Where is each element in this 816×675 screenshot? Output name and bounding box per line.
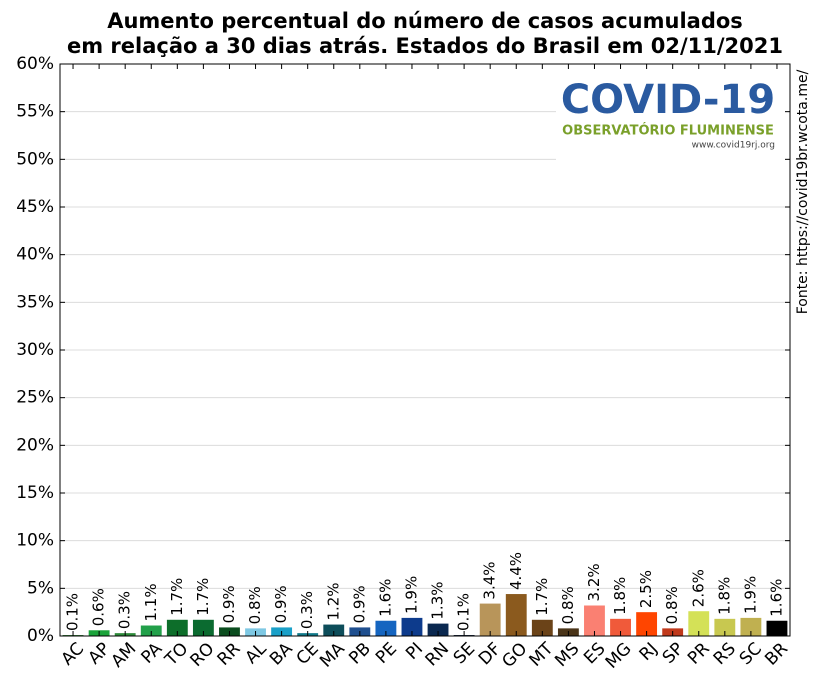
bar bbox=[479, 603, 501, 636]
y-tick-label: 20% bbox=[16, 435, 54, 455]
value-label: 0.8% bbox=[246, 586, 264, 624]
value-label: 1.6% bbox=[376, 579, 394, 617]
value-label: 1.7% bbox=[533, 578, 551, 616]
bar bbox=[505, 594, 527, 636]
logo-name: COVID-19 bbox=[561, 77, 775, 123]
value-label: 0.9% bbox=[220, 585, 238, 623]
value-label: 0.1% bbox=[64, 593, 82, 631]
logo-bg bbox=[556, 78, 788, 160]
x-tick-label: PI bbox=[402, 639, 427, 664]
value-label: 0.3% bbox=[116, 591, 134, 629]
value-label: 0.6% bbox=[90, 588, 108, 626]
y-tick-label: 10% bbox=[16, 531, 54, 551]
value-label: 4.4% bbox=[507, 552, 525, 590]
y-tick-label: 55% bbox=[16, 102, 54, 122]
bar bbox=[688, 611, 710, 636]
y-tick-label: 40% bbox=[16, 245, 54, 265]
y-tick-label: 30% bbox=[16, 340, 54, 360]
y-tick-label: 35% bbox=[16, 292, 54, 312]
bar bbox=[401, 617, 423, 636]
x-tick-label: PE bbox=[372, 639, 401, 668]
x-tick-label: BR bbox=[761, 639, 792, 670]
bar bbox=[610, 618, 631, 636]
plot-frame bbox=[59, 63, 791, 637]
x-tick-label: RJ bbox=[636, 639, 662, 665]
y-tick-label: 25% bbox=[16, 388, 54, 408]
y-tick-label: 50% bbox=[16, 149, 54, 169]
value-label: 3.2% bbox=[585, 563, 603, 601]
bar bbox=[166, 619, 188, 636]
value-label: 0.1% bbox=[455, 593, 473, 631]
value-label: 0.8% bbox=[663, 586, 681, 624]
value-label: 1.6% bbox=[767, 579, 785, 617]
bar bbox=[192, 619, 214, 636]
x-tick-label: AM bbox=[108, 639, 141, 672]
y-tick-label: 60% bbox=[16, 54, 54, 74]
x-tick-label: AL bbox=[242, 639, 271, 668]
value-label: 0.9% bbox=[272, 585, 290, 623]
value-label: 1.8% bbox=[715, 577, 733, 615]
chart-title: Aumento percentual do número de casos ac… bbox=[107, 9, 743, 33]
value-label: 0.9% bbox=[350, 585, 368, 623]
x-tick-label: PB bbox=[345, 639, 375, 669]
y-tick-label: 45% bbox=[16, 197, 54, 217]
y-tick-label: 0% bbox=[27, 626, 54, 646]
value-label: 0.3% bbox=[298, 591, 316, 629]
value-label: 2.5% bbox=[637, 570, 655, 608]
bar bbox=[323, 624, 345, 636]
value-label: 1.7% bbox=[194, 578, 212, 616]
bar bbox=[740, 617, 762, 636]
source: Fonte: https://covid19br.wcota.me/ bbox=[795, 69, 811, 314]
bar bbox=[636, 612, 658, 636]
chart-title: em relação a 30 dias atrás. Estados do B… bbox=[67, 34, 783, 58]
x-tick-label: MS bbox=[551, 639, 583, 671]
y-tick-label: 5% bbox=[27, 578, 54, 598]
x-tick-label: PR bbox=[684, 639, 714, 669]
x-tick-label: MG bbox=[602, 639, 636, 673]
x-tick-label: SE bbox=[450, 639, 479, 668]
x-tick-label: SP bbox=[659, 639, 688, 668]
value-label: 3.4% bbox=[481, 561, 499, 599]
logo-org: OBSERVATÓRIO FLUMINENSE bbox=[562, 123, 774, 139]
value-label: 1.7% bbox=[168, 578, 186, 616]
x-tick-label: ES bbox=[580, 639, 609, 668]
x-tick-label: PA bbox=[137, 639, 166, 668]
y-tick-label: 15% bbox=[16, 483, 54, 503]
bar bbox=[375, 620, 397, 636]
bar bbox=[766, 620, 788, 636]
bar bbox=[714, 618, 736, 636]
bar bbox=[140, 625, 162, 636]
value-label: 2.6% bbox=[689, 569, 707, 607]
bar bbox=[427, 623, 449, 636]
logo-url: www.covid19rj.org bbox=[692, 141, 775, 151]
x-tick-label: MA bbox=[316, 639, 349, 672]
value-label: 1.8% bbox=[611, 577, 629, 615]
value-label: 0.8% bbox=[559, 586, 577, 624]
x-tick-label: AP bbox=[85, 639, 115, 669]
bar bbox=[584, 605, 605, 636]
x-tick-label: RN bbox=[422, 639, 453, 670]
value-label: 1.1% bbox=[142, 583, 160, 621]
value-label: 1.9% bbox=[741, 576, 759, 614]
bar bbox=[531, 619, 553, 636]
value-label: 1.3% bbox=[429, 581, 447, 619]
value-label: 1.9% bbox=[402, 576, 420, 614]
value-label: 1.2% bbox=[324, 582, 342, 620]
x-tick-label: RR bbox=[214, 639, 245, 670]
